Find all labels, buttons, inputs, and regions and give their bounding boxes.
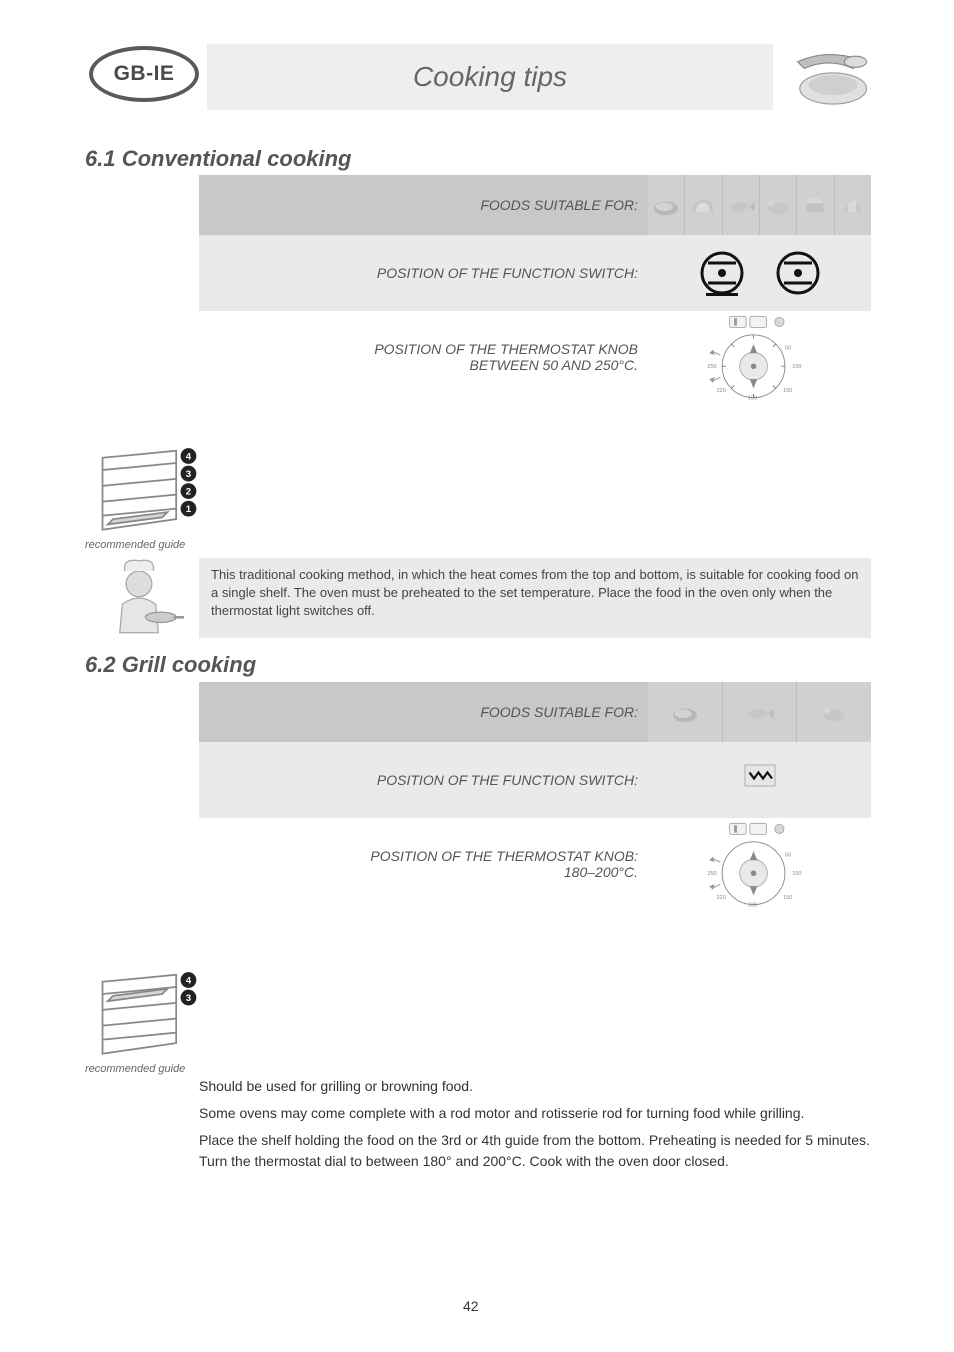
cake-slice-icon — [834, 175, 871, 235]
label-thermostat-line1: POSITION OF THE THERMOSTAT KNOB — [374, 341, 638, 357]
grill-description: Should be used for grilling or browning … — [199, 1076, 871, 1172]
row-thermostat-grill: POSITION OF THE THERMOSTAT KNOB: 180–200… — [199, 818, 871, 910]
label-foods-suitable-grill: FOODS SUITABLE FOR: — [199, 682, 648, 742]
oven-rack-diagram-bottom: 4 3 recommended guide — [85, 966, 199, 1066]
thermostat-illustration: 50 100 150 180 220 250 — [648, 311, 871, 403]
svg-text:150: 150 — [783, 388, 792, 394]
row-foods-suitable-grill: FOODS SUITABLE FOR: — [199, 682, 871, 742]
svg-text:150: 150 — [783, 895, 792, 901]
region-badge: GB-IE — [89, 46, 199, 102]
grill-symbol-icon — [730, 762, 790, 798]
row-foods-suitable: FOODS SUITABLE FOR: — [199, 175, 871, 235]
label-thermostat-grill-line1: POSITION OF THE THERMOSTAT KNOB: — [370, 848, 638, 864]
poultry-icon — [796, 682, 871, 742]
meat-icon — [648, 175, 684, 235]
svg-text:250: 250 — [707, 871, 716, 877]
oven-rack-diagram-top: 4 3 2 1 recommended guide — [85, 442, 199, 542]
row-thermostat: POSITION OF THE THERMOSTAT KNOB BETWEEN … — [199, 311, 871, 403]
svg-text:50: 50 — [784, 853, 790, 859]
row-function-switch-grill: POSITION OF THE FUNCTION SWITCH: — [199, 742, 871, 818]
svg-text:250: 250 — [707, 364, 716, 370]
svg-text:4: 4 — [186, 452, 192, 463]
thermostat-illustration-grill: 50 100 150 180 220 250 — [648, 818, 871, 910]
grill-desc-p3: Place the shelf holding the food on the … — [199, 1130, 871, 1172]
function-symbol-grill — [648, 762, 871, 798]
svg-text:1: 1 — [186, 504, 192, 515]
thermostat-dial-icon: 50 100 150 180 220 250 — [700, 312, 820, 402]
fish-icon — [722, 175, 759, 235]
cake-tin-icon — [796, 175, 833, 235]
svg-text:4: 4 — [186, 976, 192, 987]
poultry-icon — [759, 175, 796, 235]
svg-text:3: 3 — [186, 469, 191, 480]
grill-desc-p1: Should be used for grilling or browning … — [199, 1076, 871, 1097]
label-thermostat-grill-line2: 180–200°C. — [564, 864, 638, 880]
svg-text:180: 180 — [748, 395, 757, 401]
section-heading-conventional: 6.1 Conventional cooking — [85, 146, 351, 172]
label-function-switch: POSITION OF THE FUNCTION SWITCH: — [199, 265, 648, 281]
thermostat-dial-grill-icon: 50 100 150 180 220 250 — [700, 819, 820, 909]
svg-text:100: 100 — [792, 364, 801, 370]
svg-text:3: 3 — [186, 993, 191, 1004]
function-block-conventional: FOODS SUITABLE FOR: POSITION OF THE FUNC… — [199, 175, 871, 403]
page-number: 42 — [463, 1298, 479, 1314]
svg-text:220: 220 — [716, 388, 725, 394]
label-thermostat-line2: BETWEEN 50 AND 250°C. — [470, 357, 638, 373]
section-heading-grill: 6.2 Grill cooking — [85, 652, 256, 678]
conventional-symbol-2-icon — [774, 249, 822, 297]
food-icons-strip-grill — [648, 682, 871, 742]
label-thermostat-grill: POSITION OF THE THERMOSTAT KNOB: 180–200… — [199, 818, 648, 910]
svg-text:2: 2 — [186, 487, 191, 498]
chef-icon — [94, 558, 184, 638]
grill-desc-p2: Some ovens may come complete with a rod … — [199, 1103, 871, 1124]
row-function-switch: POSITION OF THE FUNCTION SWITCH: — [199, 235, 871, 311]
label-function-switch-grill: POSITION OF THE FUNCTION SWITCH: — [199, 772, 648, 788]
page-title-bar: Cooking tips — [207, 44, 773, 110]
page-title: Cooking tips — [413, 61, 567, 93]
fish-icon — [722, 682, 797, 742]
meat-icon — [648, 682, 722, 742]
svg-text:50: 50 — [784, 346, 790, 352]
food-icons-strip — [648, 175, 871, 235]
svg-text:100: 100 — [792, 871, 801, 877]
svg-text:180: 180 — [748, 902, 757, 908]
label-foods-suitable: FOODS SUITABLE FOR: — [199, 175, 648, 235]
label-thermostat: POSITION OF THE THERMOSTAT KNOB BETWEEN … — [199, 311, 648, 403]
spoon-food-icon — [782, 44, 871, 110]
rack-caption-bottom: recommended guide — [85, 1063, 199, 1075]
function-symbols — [648, 249, 871, 297]
rack-caption-top: recommended guide — [85, 539, 199, 551]
svg-text:220: 220 — [716, 895, 725, 901]
info-text-conventional: This traditional cooking method, in whic… — [199, 558, 871, 638]
conventional-symbol-1-icon — [698, 249, 746, 297]
function-block-grill: FOODS SUITABLE FOR: POSITION OF THE FUNC… — [199, 682, 871, 910]
bread-icon — [684, 175, 721, 235]
